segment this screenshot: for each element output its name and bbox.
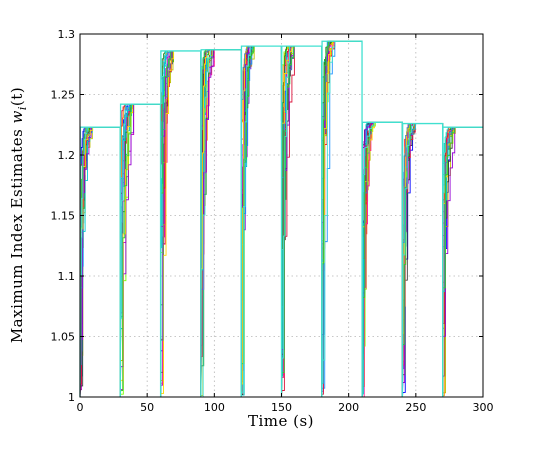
x-tick-label: 50 [140, 401, 154, 414]
y-tick-label: 1.25 [51, 89, 76, 102]
x-tick-label: 200 [338, 401, 359, 414]
y-axis-label-suffix: (t) [8, 87, 26, 106]
y-tick-label: 1.1 [58, 270, 76, 283]
y-tick-label: 1.05 [51, 331, 76, 344]
x-tick-label: 100 [204, 401, 225, 414]
y-tick-label: 1.2 [58, 149, 76, 162]
y-axis-label-symbol: w [8, 110, 26, 123]
y-tick-label: 1.3 [58, 28, 76, 41]
y-axis-label: Maximum Index Estimates wi(t) [8, 87, 29, 343]
series-group [79, 40, 483, 398]
y-axis-label-subscript: i [16, 106, 29, 110]
max-estimate-envelope-line [79, 40, 483, 398]
y-tick-label: 1 [68, 391, 75, 404]
x-axis-label: Time (s) [248, 412, 314, 430]
ticks: 0 50 100 150 200 250 300 1 1.05 1.1 1.15 1.2 1.25 1.3 [51, 28, 494, 414]
x-tick-label: 0 [77, 401, 84, 414]
x-tick-label: 250 [405, 401, 426, 414]
x-tick-label: 150 [271, 401, 292, 414]
y-axis-label-text: Maximum Index Estimates [8, 123, 26, 343]
y-tick-label: 1.15 [51, 210, 76, 223]
x-tick-label: 300 [473, 401, 494, 414]
